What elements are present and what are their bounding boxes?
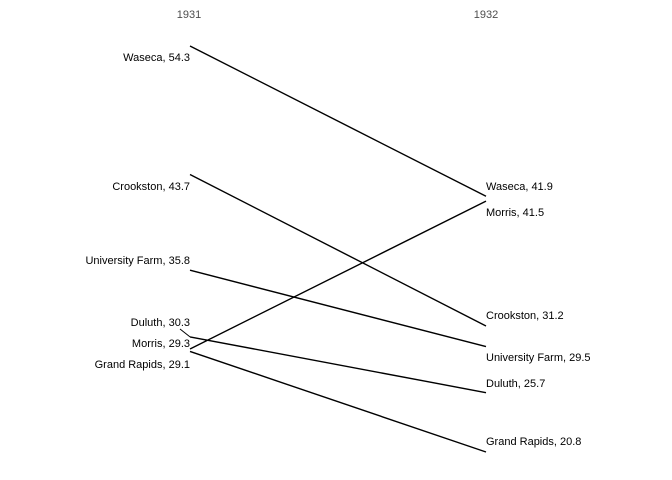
label-connector-duluth	[179, 328, 191, 338]
column-header-1932: 1932	[473, 9, 499, 21]
left-label-waseca: Waseca, 54.3	[123, 52, 190, 64]
left-label-grand-rapids: Grand Rapids, 29.1	[94, 359, 190, 371]
right-label-morris: Morris, 41.5	[486, 207, 545, 219]
slope-line-duluth	[189, 336, 487, 394]
column-header-1931: 1931	[176, 9, 202, 21]
left-label-duluth: Duluth, 30.3	[130, 317, 190, 329]
right-label-waseca: Waseca, 41.9	[486, 181, 553, 193]
slope-line-university-farm	[189, 269, 487, 348]
left-label-crookston: Crookston, 43.7	[112, 181, 190, 193]
right-label-grand-rapids: Grand Rapids, 20.8	[486, 436, 582, 448]
left-label-university-farm: University Farm, 35.8	[85, 255, 190, 267]
left-label-morris: Morris, 29.3	[131, 338, 190, 350]
right-label-crookston: Crookston, 31.2	[486, 310, 564, 322]
slope-line-waseca	[189, 45, 487, 197]
right-label-university-farm: University Farm, 29.5	[486, 352, 591, 364]
slope-line-morris	[189, 200, 487, 350]
slope-line-crookston	[189, 173, 487, 327]
slope-line-grand-rapids	[189, 350, 487, 453]
right-label-duluth: Duluth, 25.7	[486, 378, 546, 390]
